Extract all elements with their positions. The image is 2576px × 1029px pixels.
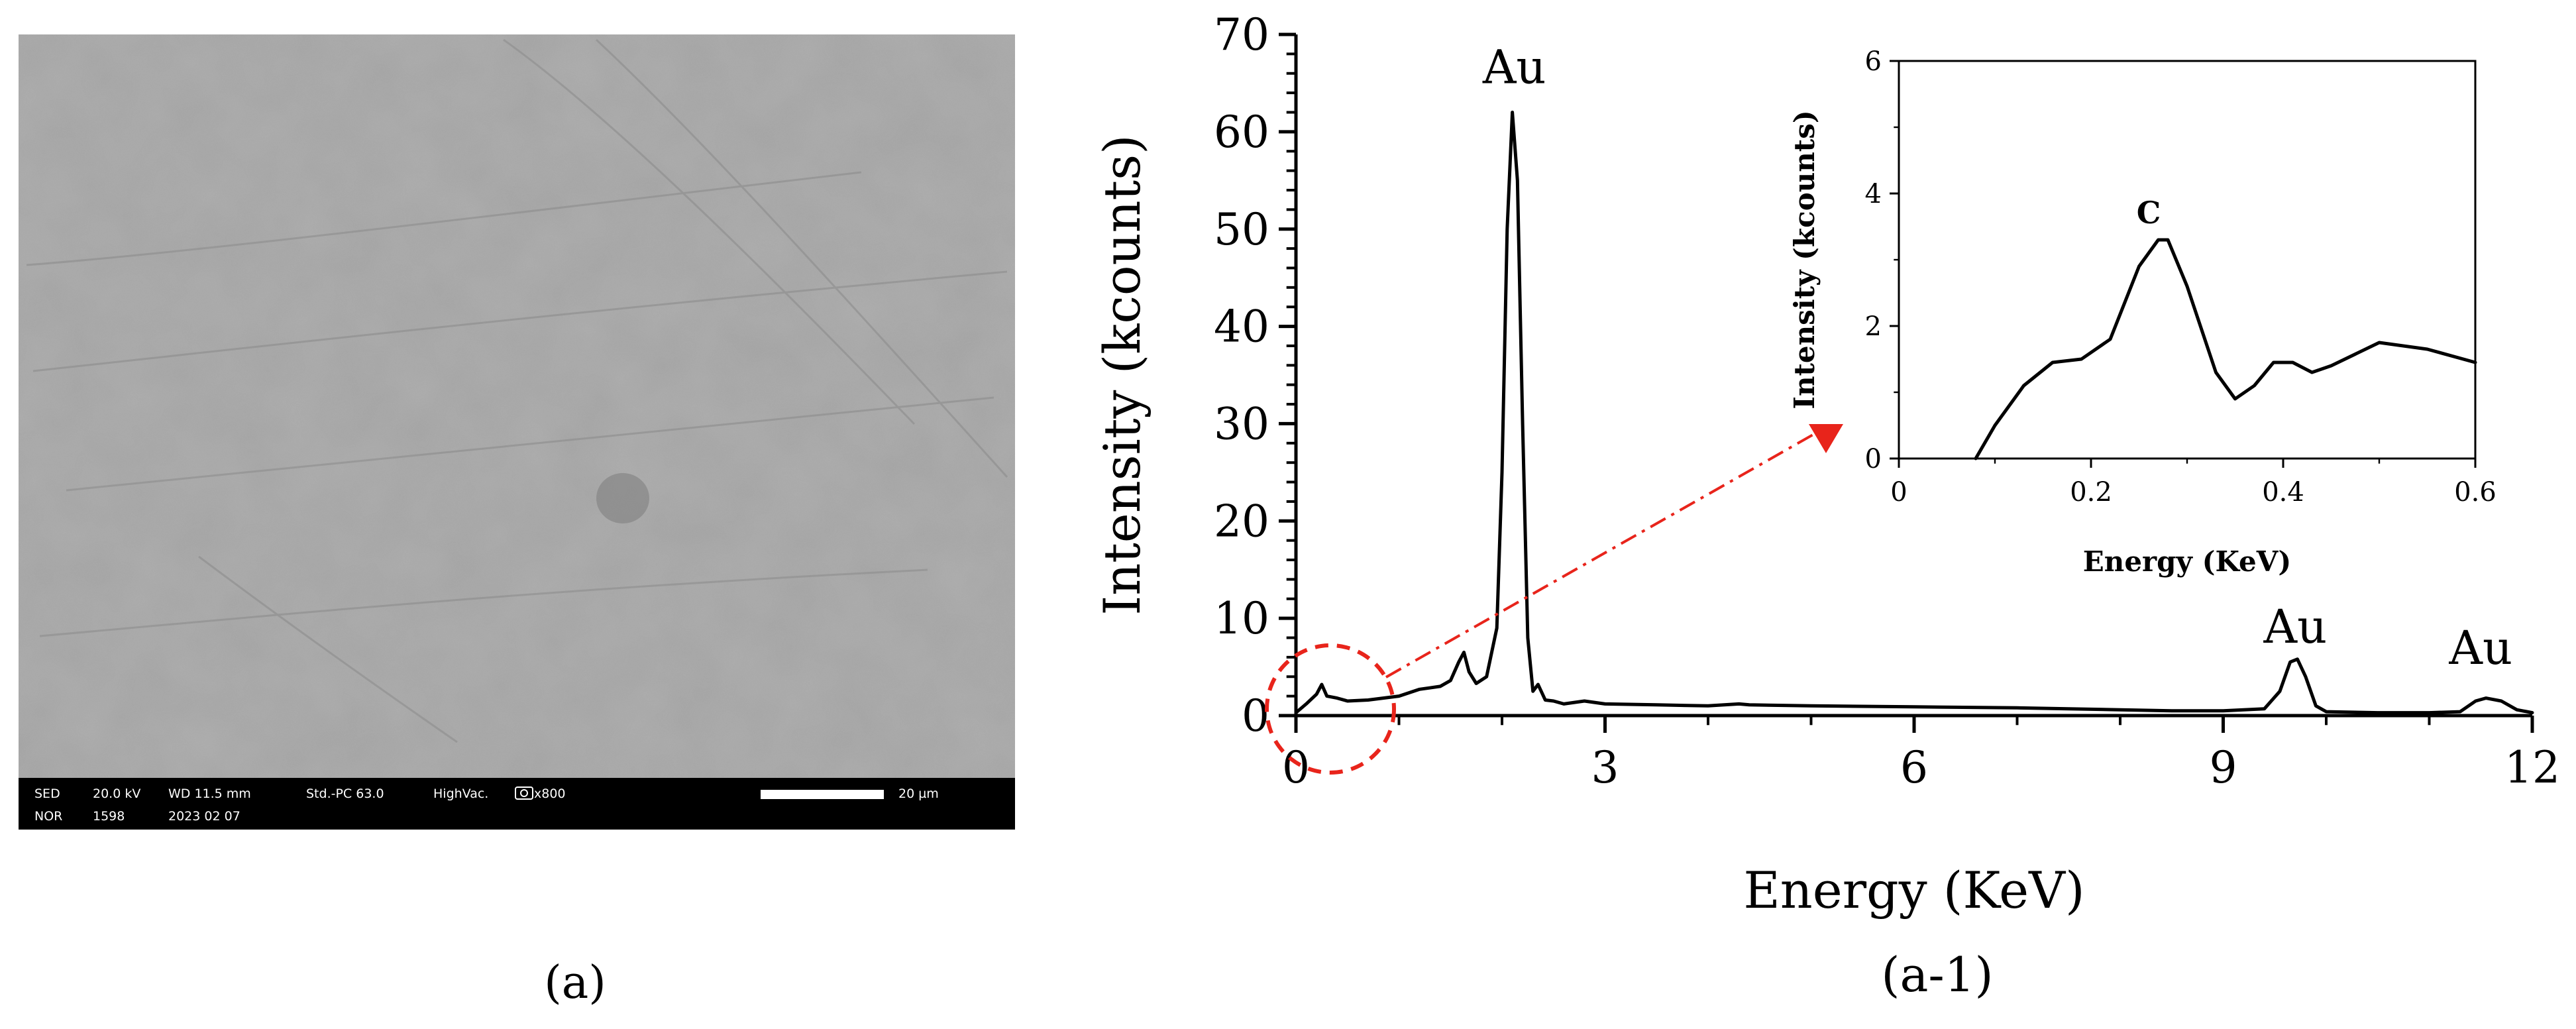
scale-bar [761, 790, 884, 799]
main-y-tick-label: 10 [1214, 593, 1269, 644]
inset-x-tick-label: 0.6 [2454, 477, 2496, 508]
main-y-tick-label: 70 [1214, 9, 1269, 60]
sem-grain [19, 34, 1015, 778]
zoom-arrowhead [1809, 424, 1843, 453]
sem-dark-spot [596, 473, 649, 523]
zoom-arrow [1385, 432, 1816, 678]
sem-info-mode: SED [34, 786, 60, 801]
main-series-line [1294, 111, 2534, 715]
sem-info-voltage: 20.0 kV [93, 786, 140, 801]
inset-x-tick-label: 0 [1890, 477, 1907, 508]
main-y-tick-label: 30 [1214, 399, 1269, 450]
inset-y-tick-label: 4 [1865, 179, 1882, 209]
sem-caption: (a) [544, 957, 606, 1009]
inset-y-tick-label: 6 [1865, 46, 1882, 77]
sem-info-detector: NOR [34, 809, 62, 824]
eds-caption: (a-1) [1881, 947, 1993, 1002]
inset-x-axis-label: Energy (KeV) [2083, 545, 2291, 578]
inset-y-tick-label: 2 [1865, 311, 1882, 342]
main-y-axis-label: Intensity (kcounts) [1093, 135, 1152, 616]
main-x-tick-label: 3 [1591, 742, 1619, 793]
main-peak-label: Au [2263, 600, 2328, 654]
sem-info-working-distance: WD 11.5 mm [168, 786, 251, 801]
inset-x-tick-label: 0.4 [2262, 477, 2304, 508]
scale-bar-label: 20 µm [898, 786, 939, 801]
main-y-tick-label: 50 [1214, 204, 1269, 255]
inset-y-tick-label: 0 [1865, 444, 1882, 474]
sem-info-bar [19, 778, 1015, 830]
sem-info-number: 1598 [93, 809, 125, 824]
main-peak-label: Au [2448, 621, 2512, 675]
main-y-tick-label: 20 [1214, 496, 1269, 547]
sem-info-date: 2023 02 07 [168, 809, 241, 824]
main-y-tick-label: 60 [1214, 107, 1269, 158]
camera-icon [515, 786, 533, 800]
inset-y-axis-label: Intensity (kcounts) [1788, 110, 1821, 409]
sem-info-probe: Std.-PC 63.0 [306, 786, 384, 801]
sem-info-vacuum: HighVac. [433, 786, 488, 801]
inset-plot-frame [1898, 60, 2477, 460]
main-x-axis-label: Energy (KeV) [1743, 861, 2084, 920]
main-x-tick-label: 6 [1900, 742, 1928, 793]
sem-info-text: SED 20.0 kV WD 11.5 mm Std.-PC 63.0 High… [34, 786, 939, 824]
main-y-tick-label: 0 [1242, 690, 1269, 741]
inset-chart: 0 2 4 6 0 0.2 0.4 0.6 Energy (KeV) Intensity (kco… [1788, 46, 2496, 578]
main-y-tick-label: 40 [1214, 301, 1269, 352]
inset-series-line [1974, 238, 2477, 460]
main-x-tick-label: 12 [2504, 742, 2560, 793]
camera-lens [520, 789, 528, 797]
sem-scratches [26, 38, 1008, 743]
sem-info-magnification: x800 [534, 786, 566, 801]
main-x-tick-label: 9 [2210, 742, 2237, 793]
main-x-tick-label: 0 [1282, 742, 1310, 793]
inset-peak-label: C [2137, 195, 2161, 231]
main-peak-label: Au [1482, 40, 1546, 94]
inset-x-tick-label: 0.2 [2070, 477, 2112, 508]
sem-panel: SED 20.0 kV WD 11.5 mm Std.-PC 63.0 High… [19, 34, 1015, 1009]
zoom-region-marker [1265, 643, 1396, 775]
